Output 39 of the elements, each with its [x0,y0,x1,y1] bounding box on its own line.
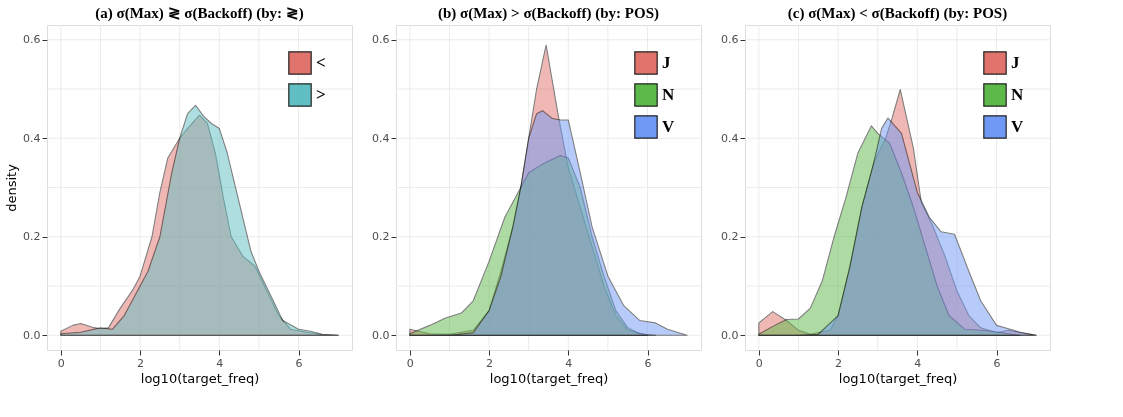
legend-label: N [662,85,675,104]
y-axis-title: density [4,163,20,212]
x-tick-label: 0 [57,356,65,370]
x-tick-label: 2 [835,356,843,370]
x-tick-label: 2 [486,356,494,370]
x-tick-label: 2 [137,356,145,370]
x-tick-label: 4 [565,356,573,370]
x-tick-label: 6 [644,356,652,370]
chart-title: (b) σ(Max) > σ(Backoff) (by: POS) [437,4,660,22]
legend-label: > [316,85,326,104]
legend-label: J [1011,53,1020,72]
y-tick-label: 0.4 [721,131,739,145]
y-tick-label: 0.6 [23,33,41,47]
x-tick-label: 0 [406,356,414,370]
legend-label: V [1011,117,1024,136]
y-tick-label: 0.0 [23,328,41,342]
y-tick-label: 0.0 [372,328,390,342]
x-axis-title: log10(target_freq) [838,370,958,386]
y-tick-label: 0.6 [372,33,390,47]
y-tick-label: 0.6 [721,33,739,47]
legend-label: J [662,53,671,72]
x-tick-label: 0 [755,356,763,370]
y-tick-label: 0.2 [23,230,41,244]
legend-label: < [316,53,326,72]
x-axis-title: log10(target_freq) [489,370,609,386]
x-tick-label: 6 [295,356,303,370]
y-tick-label: 0.0 [721,328,739,342]
chart-title: (c) σ(Max) < σ(Backoff) (by: POS) [787,4,1008,22]
y-tick-label: 0.2 [372,230,390,244]
x-tick-label: 4 [914,356,922,370]
x-tick-label: 4 [216,356,224,370]
x-axis-title: log10(target_freq) [140,370,260,386]
x-tick-label: 6 [993,356,1001,370]
y-tick-label: 0.4 [372,131,390,145]
y-tick-label: 0.2 [721,230,739,244]
legend-label: V [662,117,675,136]
y-tick-label: 0.4 [23,131,41,145]
chart-title: (a) σ(Max) ≷ σ(Backoff) (by: ≷) [95,4,304,22]
legend-label: N [1011,85,1024,104]
